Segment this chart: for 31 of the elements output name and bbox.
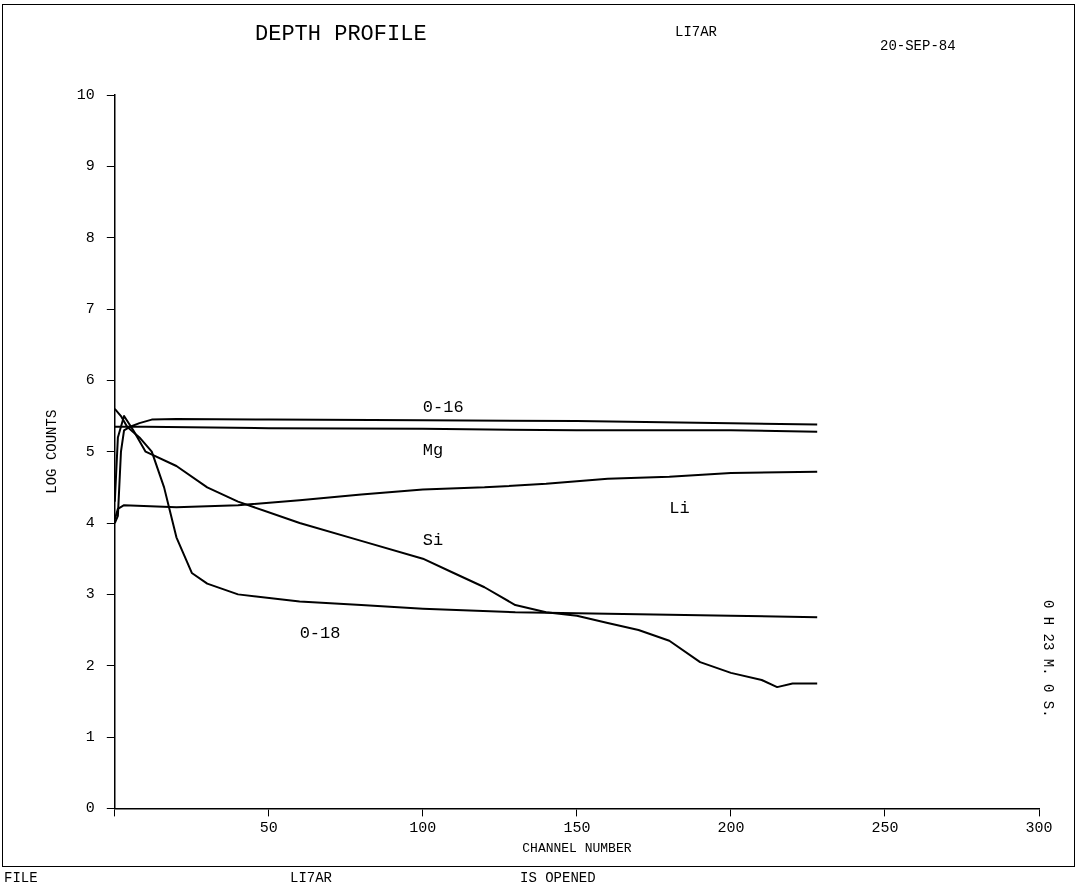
series-label: Mg [422, 440, 444, 460]
x-tick-label: 150 [563, 820, 591, 838]
x-tick-label: 100 [409, 820, 437, 838]
series-label: 0-18 [299, 624, 341, 644]
y-tick-label: 3 [85, 586, 95, 604]
chart-title: DEPTH PROFILE [255, 22, 427, 47]
series-label: Si [422, 531, 444, 551]
y-axis-title: LOG COUNTS [44, 409, 61, 494]
y-tick-label: 2 [85, 657, 95, 675]
x-axis-title: CHANNEL NUMBER [522, 840, 632, 856]
x-tick-label: 300 [1025, 820, 1053, 838]
x-tick-label: 250 [871, 820, 899, 838]
y-tick-label: 5 [85, 443, 95, 461]
y-tick-label: 10 [76, 86, 95, 104]
series-label: 0-16 [422, 397, 464, 417]
text: IS OPENED [520, 870, 596, 886]
text: 20-SEP-84 [880, 38, 956, 54]
y-tick-label: 4 [85, 515, 95, 533]
y-tick-label: 0 [85, 800, 95, 818]
text: LI7AR [290, 870, 333, 886]
y-tick-label: 6 [85, 372, 95, 390]
y-tick-label: 9 [85, 158, 95, 176]
y-tick-label: 1 [85, 729, 95, 747]
y-tick-label: 8 [85, 229, 95, 247]
x-tick-label: 200 [717, 820, 745, 838]
y-tick-label: 7 [85, 300, 95, 318]
chart-subtitle: LI7AR [675, 24, 718, 40]
x-tick-label: 50 [259, 820, 278, 838]
series-label: Li [669, 499, 690, 519]
text: FILE [4, 870, 38, 886]
text: 0 H 23 M. 0 S. [1040, 600, 1056, 718]
